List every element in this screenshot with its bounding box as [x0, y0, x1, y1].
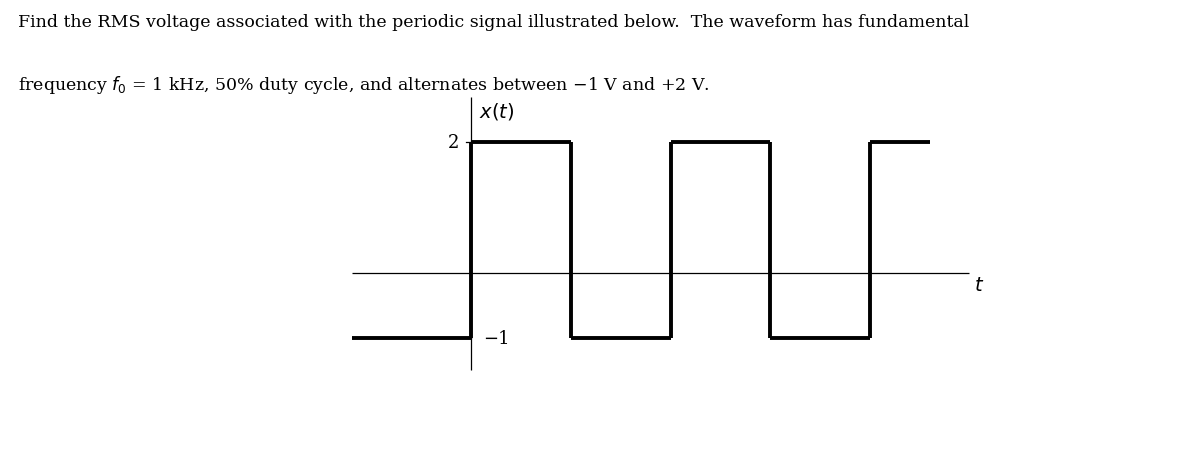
Text: Find the RMS voltage associated with the periodic signal illustrated below.  The: Find the RMS voltage associated with the… [18, 14, 969, 31]
Text: $t$: $t$ [974, 276, 985, 294]
Text: $x(t)$: $x(t)$ [479, 101, 515, 122]
Text: 2: 2 [448, 134, 459, 152]
Text: −1: −1 [483, 329, 510, 347]
Text: frequency $f_0$ = 1 kHz, 50% duty cycle, and alternates between −1 V and +2 V.: frequency $f_0$ = 1 kHz, 50% duty cycle,… [18, 73, 709, 95]
